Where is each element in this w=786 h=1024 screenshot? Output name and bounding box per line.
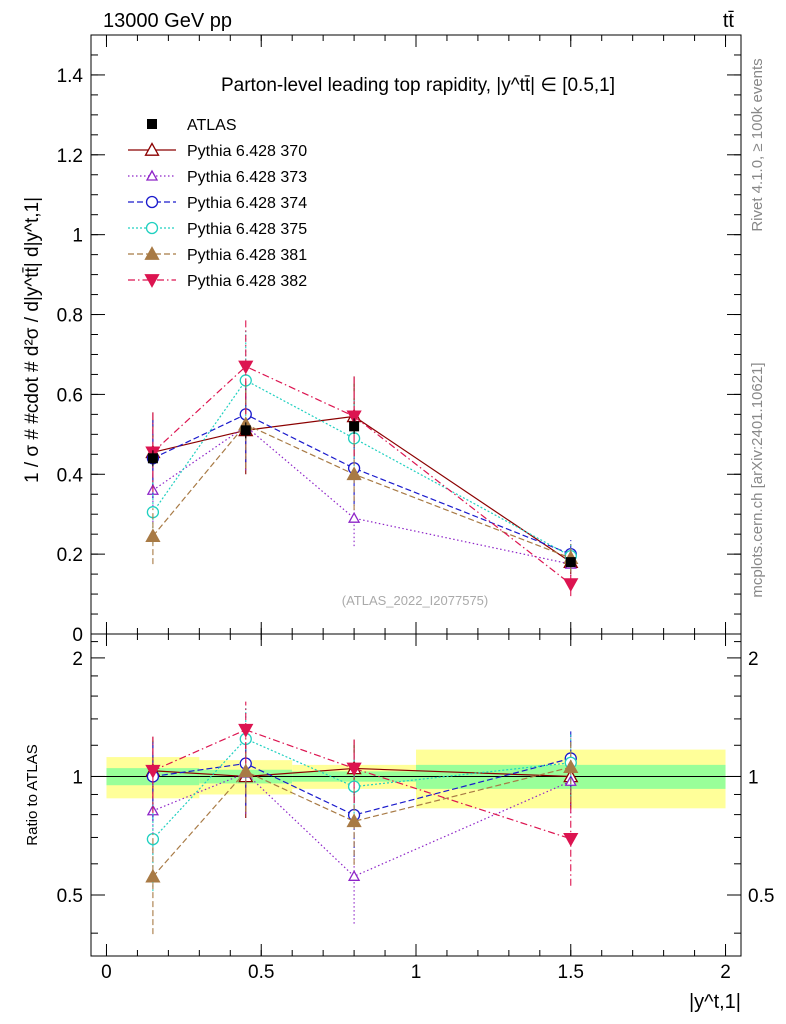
ratio-y-axis-label: Ratio to ATLAS bbox=[24, 744, 41, 845]
y-tick-label: 0.2 bbox=[57, 545, 83, 566]
axes: 0 0.5 1 1.5 2 0 0.2 0.4 0.6 0.8 1 1.2 1.4 0.5 0.5 1 1 2 2 bbox=[57, 34, 774, 983]
y-tick-label: 1.4 bbox=[57, 66, 84, 87]
x-axis-label: |y^t,1| bbox=[689, 991, 741, 1013]
x-tick-label: 1.5 bbox=[558, 962, 584, 983]
series-line-2 bbox=[152, 413, 571, 555]
data-point bbox=[565, 557, 576, 568]
energy-label: 13000 GeV pp bbox=[103, 10, 232, 32]
legend-marker-3 bbox=[145, 221, 159, 235]
series-line-0 bbox=[152, 415, 572, 563]
ratio-tick-label: 1 bbox=[72, 767, 83, 788]
series-line-1 bbox=[152, 425, 571, 565]
series-line-4 bbox=[152, 423, 571, 559]
ratio-point-4 bbox=[563, 759, 579, 774]
series-point-4 bbox=[346, 466, 362, 481]
series-point-5 bbox=[563, 578, 579, 592]
mcplots-label: mcplots.cern.ch [arXiv:2401.10621] bbox=[749, 362, 766, 597]
legend-marker-5 bbox=[144, 274, 160, 288]
series-point-5 bbox=[238, 360, 254, 375]
ratio-point-1 bbox=[347, 869, 361, 881]
legend-marker-0 bbox=[144, 142, 160, 156]
ratio-point-5 bbox=[346, 762, 362, 777]
legend-label-1: Pythia 6.428 373 bbox=[187, 169, 307, 186]
title-main: Parton-level leading top rapidity, |y^tt… bbox=[221, 75, 615, 96]
ratio-point-4 bbox=[238, 763, 254, 778]
data-point bbox=[240, 425, 251, 436]
ratio-line-0 bbox=[152, 767, 571, 778]
rivet-label: Rivet 4.1.0, ≥ 100k events bbox=[749, 58, 766, 231]
ratio-series bbox=[145, 701, 579, 935]
data-point bbox=[147, 453, 158, 464]
series-point-5 bbox=[346, 410, 362, 425]
process-label: tt̄ bbox=[723, 10, 735, 32]
y-tick-label: 0.6 bbox=[57, 385, 83, 406]
legend-label-2: Pythia 6.428 374 bbox=[187, 195, 307, 212]
ratio-line-4 bbox=[152, 766, 571, 877]
y-tick-label: 0 bbox=[72, 625, 83, 646]
y-axis-label: 1 / σ # #cdot # d²σ / d|y^tt̄| d|y^t,1| bbox=[22, 197, 43, 483]
legend-marker-2 bbox=[145, 195, 159, 209]
main-series bbox=[145, 318, 579, 597]
legend: ATLAS Pythia 6.428 370 Pythia 6.428 373 Pyt… bbox=[128, 117, 307, 290]
x-tick-label: 0 bbox=[101, 962, 112, 983]
ratio-point-5 bbox=[145, 764, 161, 779]
ratio-tick-label-right: 2 bbox=[748, 649, 759, 670]
ratio-line-2 bbox=[152, 757, 571, 816]
series-point-4 bbox=[145, 528, 161, 543]
y-tick-label: 0.8 bbox=[57, 306, 83, 327]
ratio-point-5 bbox=[563, 832, 579, 847]
data-point bbox=[349, 421, 360, 432]
x-tick-label: 2 bbox=[720, 962, 731, 983]
x-tick-label: 0.5 bbox=[248, 962, 274, 983]
ratio-line-5 bbox=[152, 729, 571, 840]
legend-label-4: Pythia 6.428 381 bbox=[187, 247, 307, 264]
series-point-1 bbox=[347, 511, 361, 523]
ratio-uncertainty-bands bbox=[91, 749, 741, 809]
y-tick-label: 0.4 bbox=[57, 465, 84, 486]
x-tick-label: 1 bbox=[411, 962, 422, 983]
ratio-tick-label: 2 bbox=[72, 649, 83, 670]
plot-title: Parton-level leading top rapidity, |y^tt… bbox=[221, 75, 615, 96]
ratio-tick-label-right: 0.5 bbox=[748, 886, 774, 907]
ratio-line-1 bbox=[152, 772, 572, 878]
legend-marker-data bbox=[147, 119, 157, 129]
y-tick-label: 1 bbox=[72, 226, 83, 247]
series-line-5 bbox=[152, 365, 572, 585]
ratio-point-4 bbox=[346, 813, 362, 828]
legend-label-5: Pythia 6.428 382 bbox=[187, 273, 307, 290]
legend-label-3: Pythia 6.428 375 bbox=[187, 221, 307, 238]
analysis-watermark: (ATLAS_2022_I2077575) bbox=[342, 593, 488, 608]
ratio-tick-label-right: 1 bbox=[748, 767, 759, 788]
series-line-3 bbox=[152, 379, 572, 557]
legend-marker-1 bbox=[145, 169, 159, 181]
ratio-tick-label: 0.5 bbox=[57, 886, 83, 907]
legend-label-0: Pythia 6.428 370 bbox=[187, 143, 307, 160]
y-tick-label: 1.2 bbox=[57, 146, 83, 167]
ratio-point-5 bbox=[238, 723, 254, 738]
ratio-line-3 bbox=[152, 738, 571, 840]
ratio-point-4 bbox=[145, 868, 161, 883]
legend-marker-4 bbox=[144, 246, 160, 260]
legend-label-data: ATLAS bbox=[187, 117, 237, 134]
